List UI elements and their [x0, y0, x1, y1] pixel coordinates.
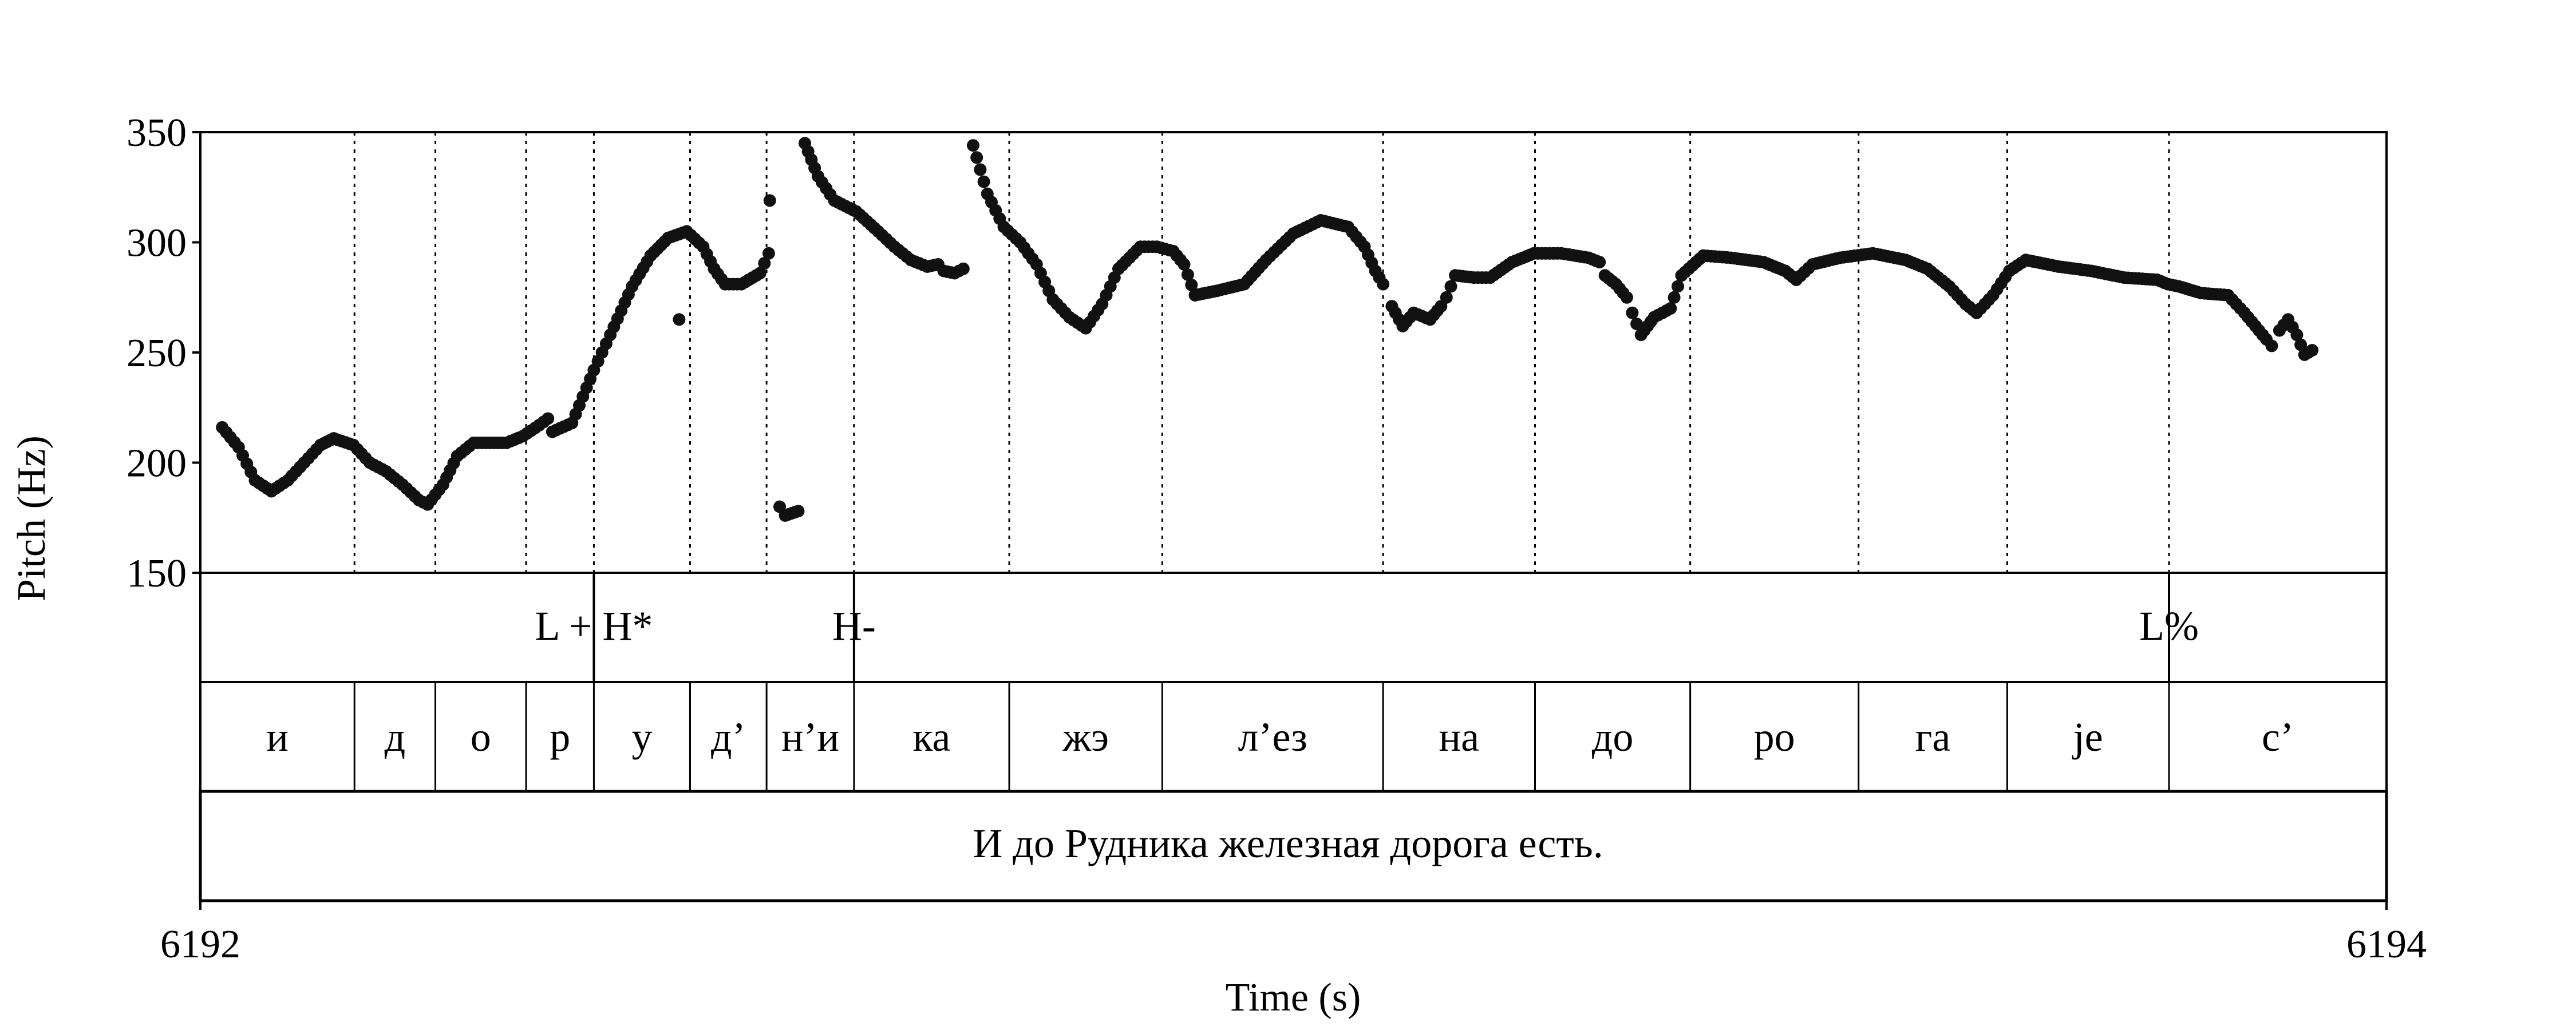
y-axis-ticks: 150 200 250 300 350 — [127, 111, 200, 596]
pitch-point — [2294, 338, 2308, 351]
pitch-point — [967, 139, 979, 152]
syllable-tier: и д о р у д’ н’и ка жэ л’ез на до ро га je с’ — [199, 681, 2388, 793]
y-tick-label: 150 — [127, 552, 187, 596]
y-tick-label: 250 — [127, 331, 187, 375]
pitch-point — [1440, 291, 1453, 304]
pitch-point — [2290, 328, 2304, 342]
pitch-point — [792, 505, 805, 518]
pitch-point — [1620, 291, 1633, 304]
pitch-point — [673, 313, 686, 326]
sentence-text: И до Рудника железная дорога есть. — [973, 821, 1603, 866]
pitch-point — [1626, 306, 1639, 319]
pitch-series — [216, 137, 2319, 522]
syllable-label: н’и — [781, 714, 839, 760]
sentence-tier-frame — [199, 790, 2388, 902]
pitch-point — [977, 175, 990, 188]
pitch-point — [1181, 268, 1194, 281]
syllable-label: на — [1439, 714, 1480, 760]
syllable-label: жэ — [1062, 714, 1109, 760]
tone-label: L% — [2139, 603, 2199, 649]
syllable-label: у — [631, 714, 652, 760]
pitch-point — [1444, 280, 1457, 293]
pitch-point — [1668, 291, 1681, 304]
pitch-point — [1178, 258, 1191, 271]
pitch-point — [970, 151, 983, 164]
sentence-tier: И до Рудника железная дорога есть. — [199, 790, 2388, 902]
syllable-label: га — [1915, 714, 1951, 760]
y-tick-label: 200 — [127, 442, 187, 486]
pitch-point — [974, 163, 987, 176]
tone-label: H- — [832, 603, 876, 649]
tone-label: L + H* — [535, 603, 653, 649]
tone-marks: L + H* H- L% — [535, 573, 2199, 682]
pitch-point — [753, 267, 767, 280]
pitch-point — [542, 412, 555, 425]
x-tick-label: 6192 — [160, 922, 240, 966]
syllable-label: о — [471, 714, 491, 760]
syllable-cells: и д о р у д’ н’и ка жэ л’ез на до ро га je с’ — [266, 682, 2294, 791]
y-tick-label: 350 — [127, 111, 187, 155]
syllable-label: д’ — [711, 714, 746, 760]
pitch-point — [2265, 339, 2278, 352]
syllable-label: и — [266, 714, 289, 760]
pitch-point — [1664, 302, 1677, 315]
syllable-label: с’ — [2262, 714, 2294, 760]
y-tick-label: 300 — [127, 221, 187, 266]
syllable-label: je — [2072, 714, 2103, 760]
pitch-point — [1672, 280, 1684, 293]
pitch-point — [762, 247, 775, 260]
x-axis-label: Time (s) — [1226, 976, 1361, 1020]
x-tick-label: 6194 — [2346, 922, 2427, 966]
syllable-label: р — [550, 714, 570, 760]
pitch-point — [1377, 278, 1390, 291]
pitch-point — [2306, 344, 2319, 357]
pitch-point — [1593, 256, 1606, 269]
syllable-label: ка — [913, 714, 951, 760]
pitch-point — [763, 194, 776, 207]
syllable-label: до — [1592, 714, 1634, 760]
pitch-point — [1185, 278, 1198, 291]
syllable-label: л’ез — [1238, 714, 1307, 760]
y-axis-label: Pitch (Hz) — [10, 435, 54, 601]
x-axis-ticks: 6192 6194 — [160, 901, 2427, 966]
pitch-panel: 150 200 250 300 350 Pitch (Hz) — [10, 111, 2388, 601]
syllable-label: ро — [1754, 714, 1795, 760]
pitch-point — [758, 257, 771, 270]
syllable-label: д — [385, 714, 406, 760]
pitch-point — [957, 262, 970, 275]
